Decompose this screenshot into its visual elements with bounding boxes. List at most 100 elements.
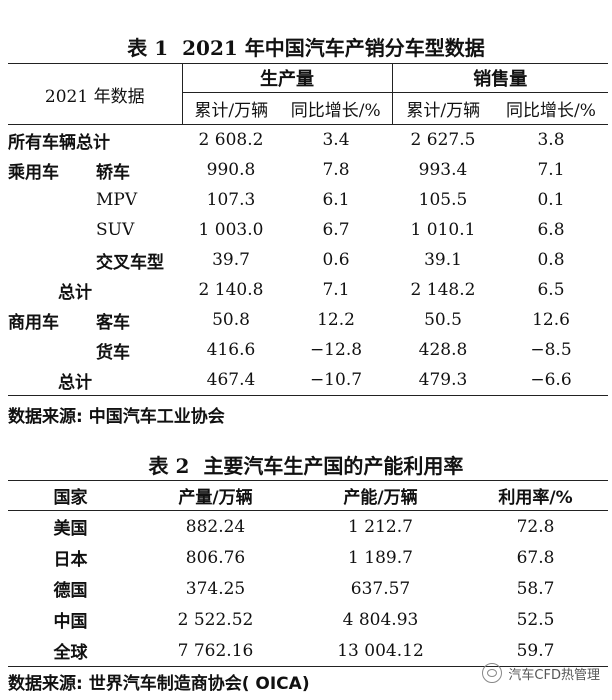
production-cumulative-cell: 416.6 — [206, 340, 256, 360]
production-yoy-cell: 12.2 — [317, 310, 355, 330]
country-cell: 日本 — [53, 550, 88, 570]
table1-corner-label: 2021 年数据 — [8, 63, 182, 125]
row-subcategory: SUV — [96, 220, 135, 240]
table-row: 全球 7 762.16 13 004.12 59.7 — [8, 635, 608, 667]
sales-yoy-cell: 12.6 — [532, 310, 570, 330]
production-yoy-cell: −10.7 — [280, 365, 392, 396]
table2-col-capacity: 产能/万辆 — [298, 480, 463, 511]
row-category: 乘用车 — [8, 162, 59, 183]
wechat-official-account-icon — [482, 663, 503, 683]
production-yoy-cell: 6.7 — [322, 220, 350, 240]
table1-group-sales: 销售量 — [391, 63, 608, 93]
sales-yoy-cell: 6.5 — [537, 280, 565, 300]
row-category — [96, 365, 182, 396]
watermark-text: 汽车CFD热管理 — [508, 667, 600, 683]
table1-col-production-cumulative: 累计/万辆 — [181, 92, 280, 125]
table-row: 德国 374.25 637.57 58.7 — [8, 573, 608, 604]
production-yoy-cell: 7.8 — [322, 160, 350, 180]
table-row: 乘用车 轿车 990.8 7.8 993.4 7.1 — [8, 155, 608, 185]
row-subtotal-label: 总计 — [58, 282, 92, 303]
table-row: SUV 1 003.0 6.7 1 010.1 6.8 — [8, 215, 608, 245]
table1-source-note: 数据来源: 中国汽车工业协会 — [8, 407, 225, 427]
table-row: 总计 467.4 −10.7 479.3 −6.6 — [8, 365, 608, 396]
production-yoy-cell: 7.1 — [322, 280, 350, 300]
sales-cumulative-cell: 2 148.2 — [410, 280, 476, 300]
sales-cumulative-cell: 39.1 — [424, 250, 462, 270]
table2-caption: 表 2 主要汽车生产国的产能利用率 — [0, 450, 612, 479]
table1-col-sales-yoy: 同比增长/% — [494, 92, 608, 125]
sales-cumulative-cell: 993.4 — [418, 160, 468, 180]
table2-caption-title: 主要汽车生产国的产能利用率 — [203, 454, 464, 478]
table-row: 总计 2 140.8 7.1 2 148.2 6.5 — [8, 275, 608, 305]
utilization-cell: 52.5 — [516, 609, 555, 630]
row-subcategory: 客车 — [96, 312, 130, 333]
utilization-cell: 67.8 — [516, 547, 555, 568]
row-category — [8, 215, 96, 245]
country-cell: 全球 — [8, 635, 133, 667]
table2-col-output: 产量/万辆 — [133, 480, 298, 511]
capacity-cell: 1 212.7 — [348, 516, 413, 537]
table1-caption: 表 1 2021 年中国汽车产销分车型数据 — [0, 32, 612, 61]
row-category: 商用车 — [8, 312, 59, 333]
production-cumulative-cell: 107.3 — [206, 190, 256, 210]
sales-yoy-cell: 6.8 — [537, 220, 565, 240]
output-cell: 374.25 — [185, 578, 246, 599]
row-category — [8, 335, 96, 365]
output-cell: 806.76 — [185, 547, 246, 568]
production-cumulative-cell: 39.7 — [212, 250, 250, 270]
production-yoy-cell: 6.1 — [322, 190, 350, 210]
table1-col-production-yoy: 同比增长/% — [280, 92, 392, 125]
capacity-cell: 13 004.12 — [298, 635, 463, 667]
row-category — [96, 275, 182, 305]
table2-caption-number: 表 2 — [148, 454, 190, 478]
country-cell: 德国 — [53, 581, 88, 601]
utilization-cell: 58.7 — [516, 578, 555, 599]
sales-yoy-cell: 7.1 — [537, 160, 565, 180]
sales-yoy-cell: −8.5 — [530, 340, 572, 360]
country-cell: 美国 — [53, 519, 88, 539]
country-cell: 中国 — [53, 612, 88, 632]
table1-header-row-1: 2021 年数据 生产量 销售量 — [8, 63, 608, 125]
sales-cumulative-cell: 428.8 — [418, 340, 468, 360]
production-cumulative-cell: 1 003.0 — [198, 220, 264, 240]
table-row: 中国 2 522.52 4 804.93 52.5 — [8, 604, 608, 635]
table2-col-utilization: 利用率/% — [463, 480, 608, 511]
table1: 2021 年数据 生产量 销售量 累计/万辆 同比增长/% 累计/万辆 同比增长… — [8, 63, 608, 396]
production-cumulative-cell: 2 608.2 — [198, 130, 264, 150]
row-category — [8, 185, 96, 215]
production-yoy-cell: 3.4 — [322, 130, 350, 150]
production-yoy-cell: −12.8 — [309, 340, 363, 360]
table1-caption-title: 2021 年中国汽车产销分车型数据 — [182, 36, 485, 60]
capacity-cell: 1 189.7 — [348, 547, 413, 568]
table2-source-note: 数据来源: 世界汽车制造商协会( OICA) — [8, 674, 310, 694]
sales-yoy-cell: 0.8 — [537, 250, 565, 270]
sales-yoy-cell: 3.8 — [537, 130, 565, 150]
table-row: 商用车 客车 50.8 12.2 50.5 12.6 — [8, 305, 608, 335]
sales-cumulative-cell: 50.5 — [424, 310, 462, 330]
output-cell: 882.24 — [185, 516, 246, 537]
production-cumulative-cell: 990.8 — [206, 160, 256, 180]
row-subcategory: MPV — [96, 190, 138, 210]
capacity-cell: 4 804.93 — [342, 609, 419, 630]
utilization-cell: 59.7 — [463, 635, 608, 667]
table-row: 所有车辆总计 2 608.2 3.4 2 627.5 3.8 — [8, 125, 608, 156]
table1-col-sales-cumulative: 累计/万辆 — [391, 92, 494, 125]
sales-yoy-cell: −6.6 — [494, 365, 608, 396]
row-category: 所有车辆总计 — [8, 132, 110, 153]
row-subtotal-label: 总计 — [8, 365, 96, 396]
sales-cumulative-cell: 105.5 — [418, 190, 468, 210]
utilization-cell: 72.8 — [516, 516, 555, 537]
production-cumulative-cell: 2 140.8 — [198, 280, 264, 300]
table-row: 日本 806.76 1 189.7 67.8 — [8, 542, 608, 573]
sales-cumulative-cell: 1 010.1 — [410, 220, 476, 240]
sales-yoy-cell: 0.1 — [537, 190, 565, 210]
output-cell: 7 762.16 — [133, 635, 298, 667]
production-cumulative-cell: 467.4 — [182, 365, 280, 396]
table2-col-country: 国家 — [8, 480, 133, 511]
row-category — [8, 245, 96, 275]
capacity-cell: 637.57 — [350, 578, 411, 599]
watermark: 汽车CFD热管理 — [482, 663, 600, 683]
row-subcategory: 轿车 — [96, 162, 130, 183]
table-row: 美国 882.24 1 212.7 72.8 — [8, 511, 608, 543]
